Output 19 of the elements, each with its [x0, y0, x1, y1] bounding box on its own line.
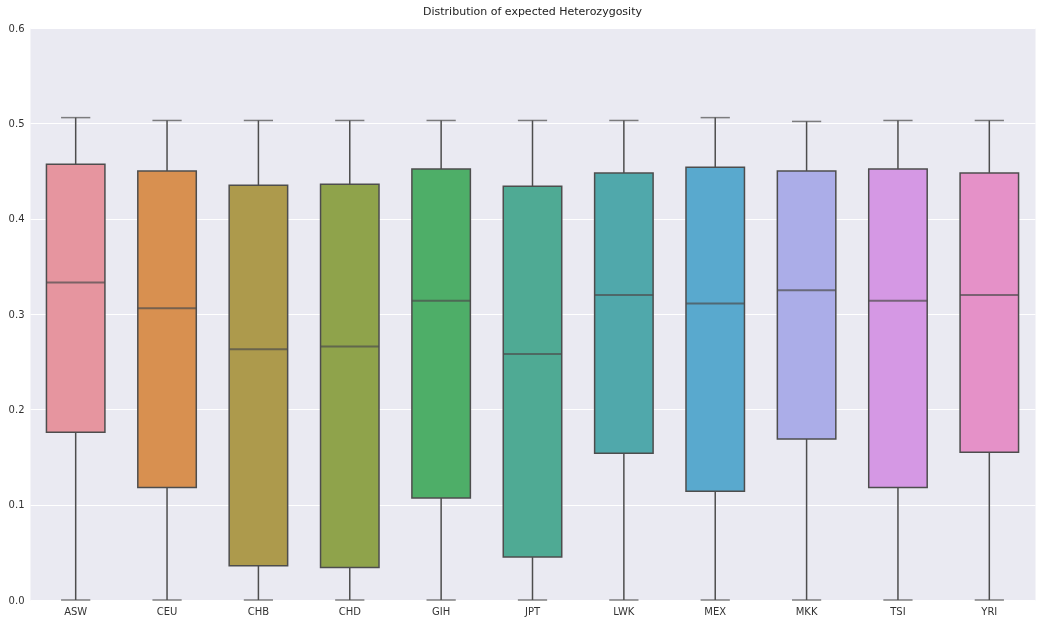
- y-tick-label: 0.1: [8, 499, 25, 511]
- x-tick-label: CEU: [156, 605, 178, 617]
- x-tick-label: JPT: [523, 605, 541, 617]
- x-tick-label: TSI: [889, 605, 906, 617]
- x-tick-label: ASW: [64, 605, 88, 617]
- chart-title: Distribution of expected Heterozygosity: [423, 5, 643, 18]
- y-tick-label: 0.3: [8, 308, 25, 320]
- x-tick-label: GIH: [432, 605, 451, 617]
- x-tick-label: MKK: [795, 605, 818, 617]
- y-tick-label: 0.2: [8, 403, 25, 415]
- y-tick-label: 0.5: [8, 117, 25, 129]
- x-tick-label: CHB: [247, 605, 270, 617]
- x-tick-label: MEX: [704, 605, 727, 617]
- x-tick-label: CHD: [338, 605, 362, 617]
- x-tick-label: LWK: [613, 605, 635, 617]
- y-tick-label: 0.6: [8, 22, 25, 34]
- y-tick-label: 0.0: [8, 594, 25, 606]
- x-tick-label: YRI: [980, 605, 998, 617]
- y-tick-label: 0.4: [8, 213, 25, 225]
